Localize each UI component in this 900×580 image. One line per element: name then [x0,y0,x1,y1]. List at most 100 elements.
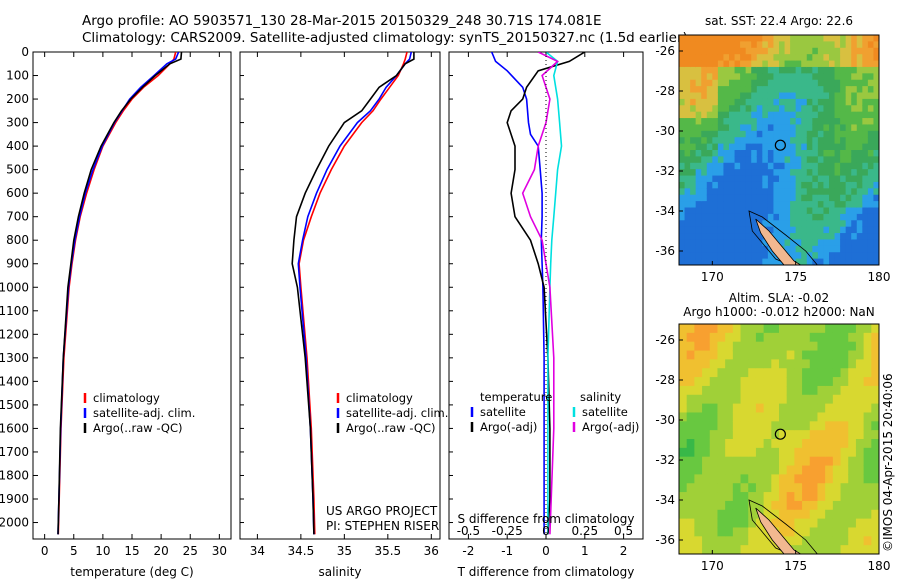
map-cell [817,350,826,360]
map-cell [801,226,808,234]
map-cell [867,239,875,247]
map-cell [840,324,849,334]
map-cell [695,47,702,55]
map-cell [723,111,730,119]
map-cell [701,245,708,253]
map-cell [823,137,830,145]
map-cell [795,111,802,119]
map-cell [740,332,749,343]
map-cell [845,35,852,42]
map-cell [823,86,830,94]
map-cell [684,188,691,196]
map-cell [825,403,834,414]
map-cell [779,213,786,221]
map-cell [834,66,841,74]
map-cell [832,509,842,520]
map-cell [771,500,780,511]
map-cell [679,536,688,546]
map-cell [767,150,775,157]
map-cell [817,137,825,145]
map-cell [795,73,802,81]
map-cell [712,213,719,221]
map-cell [834,188,841,196]
map-cell [694,545,703,554]
map-cell [725,385,734,396]
map-cell [740,124,747,132]
map-cell [740,483,749,493]
map-cell [823,150,830,157]
map-cell [825,456,834,467]
map-cell [855,324,865,334]
map-cell [786,377,795,387]
map-cell [729,124,736,132]
map-cell [823,245,830,253]
map-x-tick-label: 175 [784,270,807,284]
map-cell [734,143,741,151]
map-cell [679,456,688,467]
y-tick-label: 1200 [0,327,29,341]
map-cell [834,175,841,183]
map-cell [825,492,834,502]
map-cell [690,150,697,157]
map-cell [779,60,786,68]
map-cell [840,124,847,132]
map-cell [756,35,763,42]
map-cell [840,258,847,265]
map-cell [771,377,780,387]
map-cell [762,150,769,157]
map-cell [709,350,719,360]
map-cell [840,403,849,414]
map-cell [771,350,780,360]
map-cell [686,368,695,378]
map-cell [862,54,869,62]
map-cell [790,105,797,113]
map-cell [794,377,803,387]
map-cell [856,245,863,253]
map-cell [825,359,834,369]
legend-label-2: satellite [582,405,628,419]
map-cell [729,47,736,55]
map-cell [762,35,769,42]
map-cell [740,207,747,215]
map-cell [695,226,702,234]
map-cell [851,175,858,183]
map-cell [756,98,763,106]
map-cell [751,47,758,55]
map-cell [823,105,830,113]
map-cell [756,60,763,68]
map-cell [729,239,736,247]
map-cell [829,156,836,164]
map-cell [871,465,879,475]
map-cell [779,447,788,458]
map-cell [767,60,775,68]
map-cell [723,60,730,68]
map-cell [740,111,747,119]
map-cell [748,412,757,422]
map-cell [790,47,797,55]
map-cell [734,92,741,100]
map-cell [762,220,769,228]
map-cell [873,207,879,215]
map-cell [829,124,836,132]
map-cell [856,175,863,183]
map-cell [732,492,742,502]
map-cell [701,252,708,260]
map-cell [812,220,819,228]
map-cell [856,111,863,119]
map-cell [679,118,686,126]
map-cell [845,124,852,132]
map-cell [679,98,686,106]
map-cell [823,73,830,81]
map-cell [863,492,872,502]
map-cell [773,124,780,132]
map-cell [801,150,808,157]
map-cell [795,41,802,49]
map-cell [825,483,834,493]
map-cell [723,150,730,157]
map-cell [751,207,758,215]
map-cell [817,483,826,493]
map-cell [734,213,741,221]
series-line-2 [545,52,563,535]
map-cell [725,518,734,529]
map-cell [794,456,803,467]
